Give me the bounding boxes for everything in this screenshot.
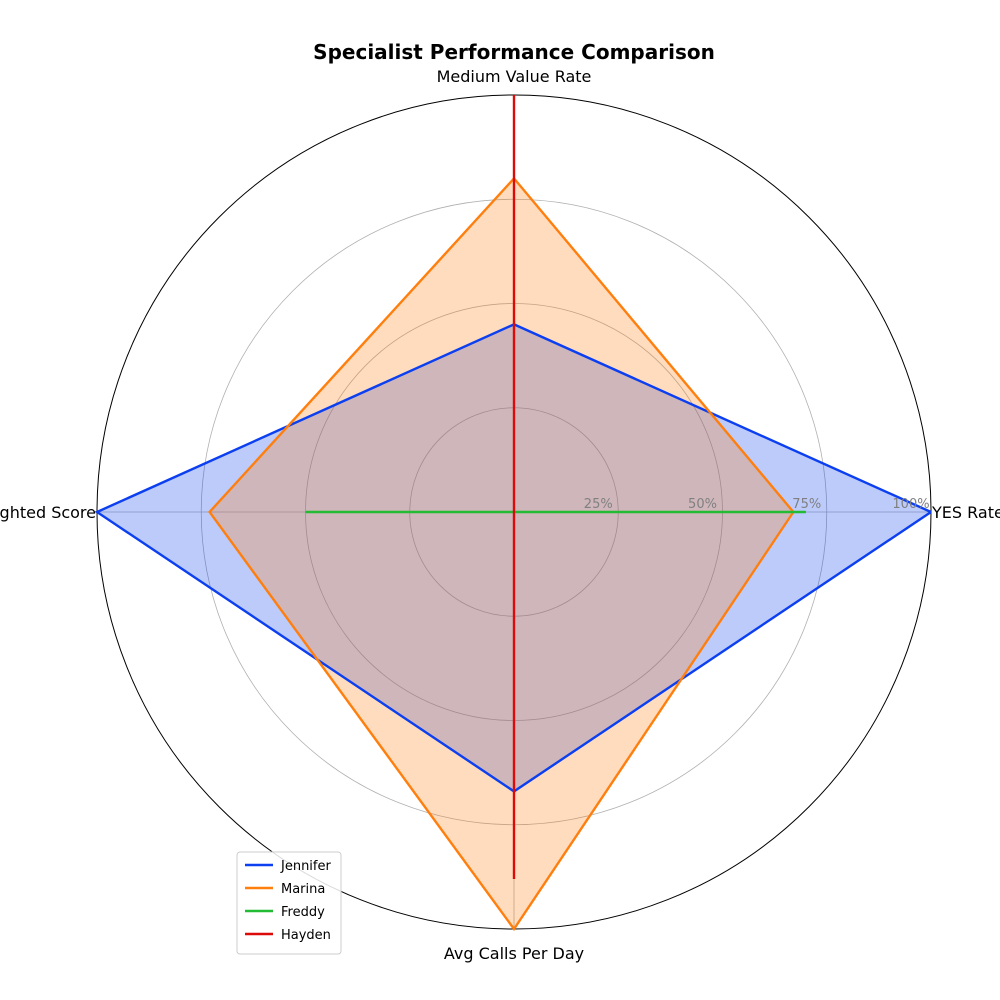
legend-entry: Freddy — [281, 905, 325, 920]
r-tick-label: 25% — [584, 497, 613, 512]
legend-frame — [236, 851, 342, 955]
label-layer: 25% 50% 75% 100%YES Rate Medium Value Rate We… — [0, 67, 1000, 963]
r-tick-label: 100% — [892, 497, 929, 512]
series-line-marina — [208, 176, 795, 932]
axis-label: Avg Calls Per Day — [444, 944, 584, 963]
r-tick-label: 75% — [792, 497, 821, 512]
series-area-marina — [209, 178, 794, 929]
chart-title: Specialist Performance Comparison — [313, 40, 715, 64]
legend-entry: Marina — [281, 882, 325, 897]
axis-label: Weighted Score — [0, 503, 96, 522]
legend-entry: Jennifer — [280, 859, 331, 874]
axis-label: Medium Value Rate — [437, 67, 592, 86]
series-line-jennifer — [94, 323, 932, 793]
legend: Jennifer Marina Freddy Hayden — [236, 851, 342, 955]
series-layer — [94, 95, 932, 932]
r-tick-label: 50% — [688, 497, 717, 512]
legend-entry: Hayden — [281, 928, 331, 943]
axis-label: YES Rate — [931, 503, 1000, 522]
